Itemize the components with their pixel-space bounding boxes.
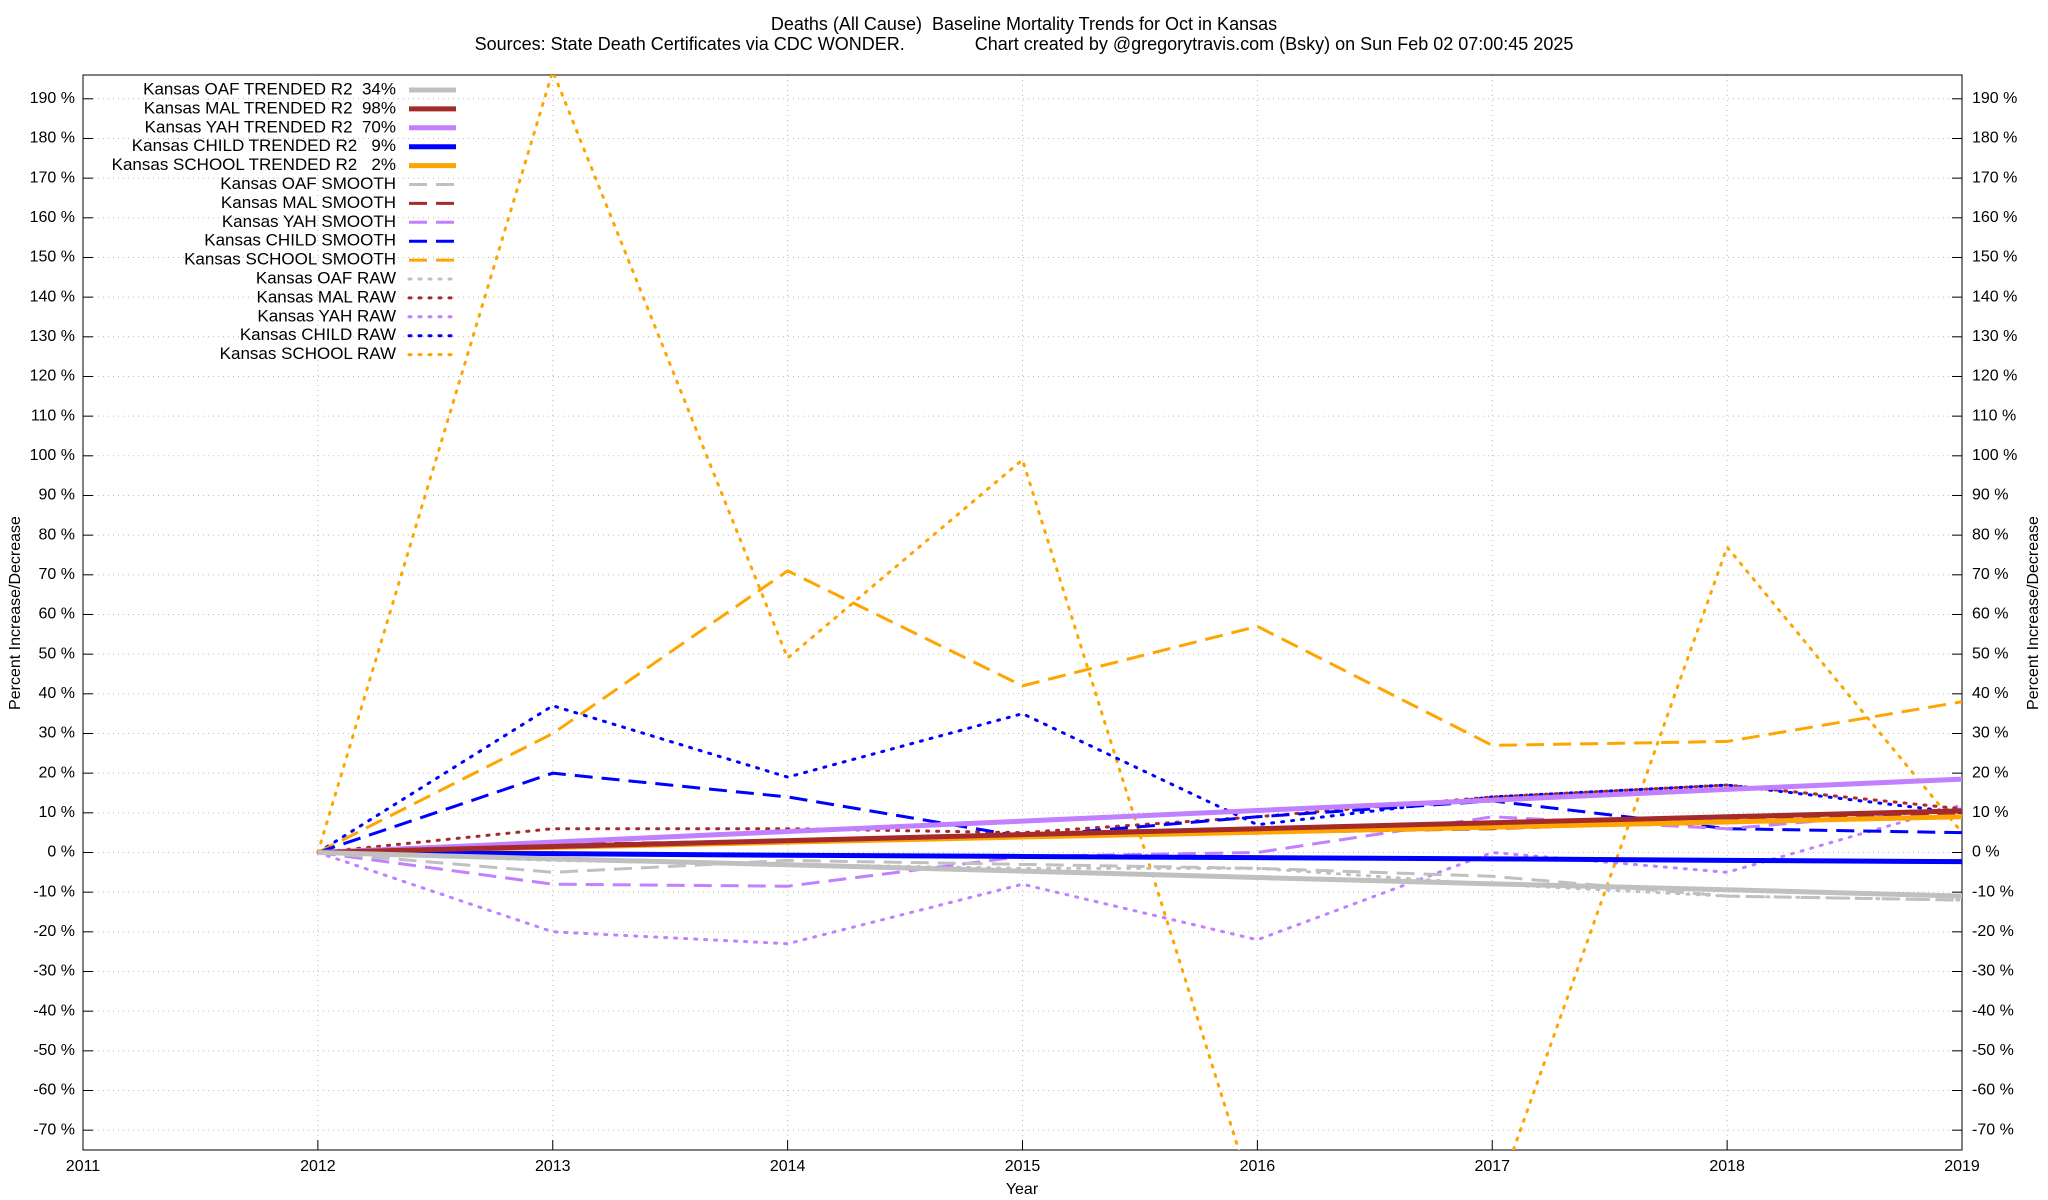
chart-title: Deaths (All Cause) Baseline Mortality Tr… xyxy=(771,14,1277,34)
y2-tick-label: 20 % xyxy=(1972,764,2008,781)
y-tick-label: -70 % xyxy=(33,1121,75,1138)
y2-tick-label: 170 % xyxy=(1972,169,2017,186)
legend-label: Kansas SCHOOL SMOOTH xyxy=(184,250,396,269)
plot-frame xyxy=(82,74,1963,1151)
y-tick-label: 30 % xyxy=(39,725,75,742)
y-tick-label: 0 % xyxy=(47,844,75,861)
y-tick-label: 20 % xyxy=(39,764,75,781)
x-tick-label: 2012 xyxy=(300,1158,336,1175)
y-tick-label: 40 % xyxy=(39,685,75,702)
y2-tick-label: 120 % xyxy=(1972,368,2017,385)
y2-tick-label: 160 % xyxy=(1972,209,2017,226)
y2-tick-label: 100 % xyxy=(1972,447,2017,464)
legend-label: Kansas MAL TRENDED R2 98% xyxy=(144,98,396,117)
legend-label: Kansas CHILD TRENDED R2 9% xyxy=(132,136,396,155)
y2-tick-label: 90 % xyxy=(1972,487,2008,504)
y-tick-label: 90 % xyxy=(39,487,75,504)
series-line xyxy=(317,808,1962,855)
y2-tick-label: 150 % xyxy=(1972,249,2017,266)
y-tick-label: 100 % xyxy=(30,447,75,464)
series-line xyxy=(316,850,1962,902)
y2-tick-label: 190 % xyxy=(1972,90,2017,107)
y2-tick-label: -20 % xyxy=(1972,923,2014,940)
legend-label: Kansas OAF RAW xyxy=(256,268,396,287)
legend-label: Kansas OAF SMOOTH xyxy=(220,174,396,193)
x-tick-label: 2014 xyxy=(770,1158,806,1175)
y2-tick-label: -60 % xyxy=(1972,1082,2014,1099)
y-tick-label: 80 % xyxy=(39,526,75,543)
y2-tick-label: 10 % xyxy=(1972,804,2008,821)
y-tick-label: 170 % xyxy=(30,169,75,186)
series-line xyxy=(316,783,1962,854)
y2-tick-label: -10 % xyxy=(1972,883,2014,900)
y2-tick-label: -70 % xyxy=(1972,1121,2014,1138)
y-axis-label: Percent Increase/Decrease xyxy=(7,516,24,710)
x-tick-label: 2017 xyxy=(1474,1158,1510,1175)
y2-tick-label: 180 % xyxy=(1972,130,2017,147)
y2-tick-label: 60 % xyxy=(1972,606,2008,623)
y2-tick-label: 140 % xyxy=(1972,288,2017,305)
series-line xyxy=(317,807,1962,888)
series-line xyxy=(317,850,1962,902)
y-tick-label: 180 % xyxy=(30,130,75,147)
y-tick-label: 150 % xyxy=(30,249,75,266)
plot-area xyxy=(316,75,1962,1150)
y2-tick-label: 130 % xyxy=(1972,328,2017,345)
y-tick-label: 60 % xyxy=(39,606,75,623)
series-line xyxy=(317,776,1962,855)
legend-label: Kansas YAH TRENDED R2 70% xyxy=(145,117,396,136)
y2-tick-label: 30 % xyxy=(1972,725,2008,742)
y-tick-label: -60 % xyxy=(33,1082,75,1099)
y2-tick-label: -30 % xyxy=(1972,963,2014,980)
x-tick-label: 2016 xyxy=(1240,1158,1276,1175)
chart-subtitle: Sources: State Death Certificates via CD… xyxy=(475,34,1574,54)
y2-tick-label: -50 % xyxy=(1972,1042,2014,1059)
series-line xyxy=(317,569,1962,854)
y-tick-label: 190 % xyxy=(30,90,75,107)
y-tick-label: 140 % xyxy=(30,288,75,305)
y-tick-label: 120 % xyxy=(30,368,75,385)
y-tick-label: 130 % xyxy=(30,328,75,345)
x-tick-label: 2018 xyxy=(1709,1158,1745,1175)
y2-tick-label: 70 % xyxy=(1972,566,2008,583)
y-tick-label: -10 % xyxy=(33,883,75,900)
x-tick-label: 2015 xyxy=(1005,1158,1041,1175)
y2-tick-label: -40 % xyxy=(1972,1002,2014,1019)
y2-tick-label: 40 % xyxy=(1972,685,2008,702)
y2-tick-label: 50 % xyxy=(1972,645,2008,662)
series-line xyxy=(317,849,1962,865)
legend-label: Kansas CHILD SMOOTH xyxy=(204,231,396,250)
y-tick-label: -20 % xyxy=(33,923,75,940)
legend-label: Kansas SCHOOL TRENDED R2 2% xyxy=(112,155,396,174)
legend-label: Kansas MAL SMOOTH xyxy=(221,193,396,212)
x-axis-label: Year xyxy=(1006,1181,1039,1198)
series-line xyxy=(317,849,1962,899)
legend-label: Kansas SCHOOL RAW xyxy=(220,344,396,363)
legend-label: Kansas OAF TRENDED R2 34% xyxy=(143,79,396,98)
y-tick-label: 10 % xyxy=(39,804,75,821)
y2-axis-label: Percent Increase/Decrease xyxy=(2025,516,2042,710)
y2-tick-label: 0 % xyxy=(1972,844,2000,861)
x-tick-label: 2011 xyxy=(66,1158,101,1175)
x-tick-label: 2019 xyxy=(1944,1158,1980,1175)
y-tick-label: 110 % xyxy=(31,407,75,424)
legend-label: Kansas CHILD RAW xyxy=(240,325,396,344)
y-tick-label: 70 % xyxy=(39,566,75,583)
y-tick-label: 50 % xyxy=(39,645,75,662)
x-tick-label: 2013 xyxy=(535,1158,571,1175)
y-tick-label: -30 % xyxy=(33,963,75,980)
legend-label: Kansas MAL RAW xyxy=(256,287,396,306)
y2-tick-label: 110 % xyxy=(1972,407,2016,424)
y-tick-label: -40 % xyxy=(33,1002,75,1019)
legend-label: Kansas YAH SMOOTH xyxy=(222,212,396,231)
y-tick-label: 160 % xyxy=(30,209,75,226)
legend-label: Kansas YAH RAW xyxy=(257,306,396,325)
y2-tick-label: 80 % xyxy=(1972,526,2008,543)
y-tick-label: -50 % xyxy=(33,1042,75,1059)
